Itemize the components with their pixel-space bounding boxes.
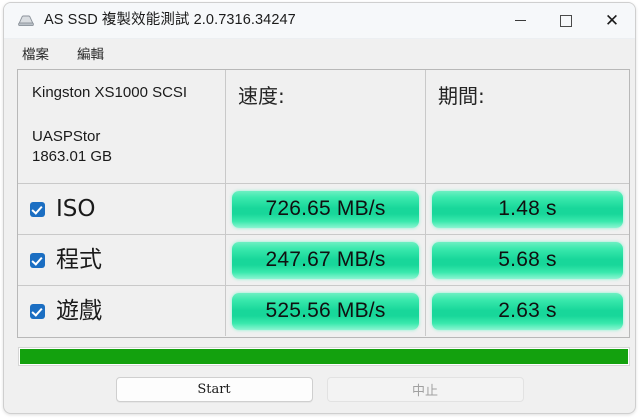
test-label-game: 遊戲 [56,297,102,324]
speed-value-iso: 726.65 MB/s [265,197,386,220]
drive-info-cell: Kingston XS1000 SCSI UASPStor 1863.01 GB [18,70,226,183]
speed-value-game: 525.56 MB/s [265,299,386,322]
grid-header-row: Kingston XS1000 SCSI UASPStor 1863.01 GB… [18,70,629,183]
duration-value-game: 2.63 s [498,299,557,322]
duration-cell-game: 2.63 s [426,286,629,336]
app-window: AS SSD 複製效能測試 2.0.7316.34247 ✕ 檔案 編輯 Kin… [3,2,636,414]
duration-value-program: 5.68 s [498,248,557,271]
test-label-program: 程式 [56,246,102,273]
table-row: ISO 726.65 MB/s 1.48 s [18,183,629,234]
window-title: AS SSD 複製效能測試 2.0.7316.34247 [44,12,296,29]
duration-bar-program: 5.68 s [432,241,623,279]
hard-drive-icon [16,11,36,31]
results-grid: Kingston XS1000 SCSI UASPStor 1863.01 GB… [18,70,629,337]
speed-bar-game: 525.56 MB/s [232,292,419,330]
button-row: Start 中止 [4,377,635,402]
drive-interface: UASPStor [32,128,101,145]
duration-bar-iso: 1.48 s [432,190,623,228]
menu-item-edit[interactable]: 編輯 [77,46,104,63]
drive-capacity: 1863.01 GB [32,148,113,166]
drive-model: Kingston XS1000 SCSI [32,84,188,101]
progress-bar [18,347,630,366]
duration-column-header: 期間: [438,84,485,108]
speed-cell-program: 247.67 MB/s [226,235,426,285]
speed-value-program: 247.67 MB/s [265,248,386,271]
speed-bar-iso: 726.65 MB/s [232,190,419,228]
duration-cell-iso: 1.48 s [426,184,629,234]
test-name-cell-game[interactable]: 遊戲 [18,286,226,336]
progress-bar-fill [20,349,628,364]
table-row: 遊戲 525.56 MB/s 2.63 s [18,285,629,336]
window-controls: ✕ [497,3,635,39]
checkbox-iso[interactable] [30,201,45,217]
maximize-button[interactable] [543,3,589,39]
duration-value-iso: 1.48 s [498,197,557,220]
checkbox-program[interactable] [30,252,45,268]
test-name-cell-program[interactable]: 程式 [18,235,226,285]
speed-cell-iso: 726.65 MB/s [226,184,426,234]
results-panel: Kingston XS1000 SCSI UASPStor 1863.01 GB… [17,69,630,338]
minimize-icon [514,20,526,21]
menu-bar: 檔案 編輯 [4,39,635,66]
table-row: 程式 247.67 MB/s 5.68 s [18,234,629,285]
test-name-cell-iso[interactable]: ISO [18,184,226,234]
menu-item-file[interactable]: 檔案 [22,46,49,63]
test-label-iso: ISO [56,195,96,222]
maximize-icon [560,14,572,27]
speed-bar-program: 247.67 MB/s [232,241,419,279]
start-button[interactable]: Start [115,377,313,402]
close-icon: ✕ [604,11,620,30]
close-button[interactable]: ✕ [589,3,635,39]
speed-column-header: 速度: [226,70,426,183]
duration-cell-program: 5.68 s [426,235,629,285]
title-bar[interactable]: AS SSD 複製效能測試 2.0.7316.34247 ✕ [4,3,635,39]
duration-bar-game: 2.63 s [432,292,623,330]
minimize-button[interactable] [497,3,543,39]
speed-cell-game: 525.56 MB/s [226,286,426,336]
checkbox-game[interactable] [30,303,45,319]
abort-button[interactable]: 中止 [326,377,524,402]
